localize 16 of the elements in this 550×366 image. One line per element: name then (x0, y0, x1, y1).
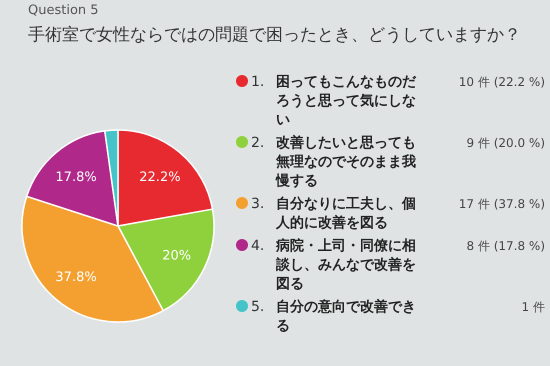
data-label: 20% (162, 248, 192, 264)
legend-label: 3. 自分なりに工夫し、個人的に改善を図る (251, 196, 416, 231)
data-label: 17.8% (55, 170, 97, 185)
text: 9 件 (20.0 %) (466, 136, 545, 150)
legend-label: 5. 自分の意向で改善できる (251, 298, 416, 334)
chart-subtitle: 手術室で女性ならではの問題で困ったとき、どうしていますか？ (28, 25, 521, 45)
chart-title: Question 5 (28, 3, 99, 18)
data-label: 37.8% (55, 270, 97, 286)
text: 10 件 (22.2 %) (458, 75, 545, 89)
data-label: 22.2% (139, 170, 181, 185)
text: 8 件 (17.8 %) (466, 239, 545, 253)
text: 1 件 (522, 300, 545, 314)
legend-label: 1. 困ってもこんなものだろうと思って気にしない (251, 74, 417, 128)
legend-label: 2. 改善したいと思っても無理なのでそのまま我慢する (251, 134, 416, 189)
legend-label: 4. 病院・上司・同僚に相談し、みんなで改善を図る (251, 237, 416, 292)
text: 17 件 (37.8 %) (458, 197, 545, 211)
